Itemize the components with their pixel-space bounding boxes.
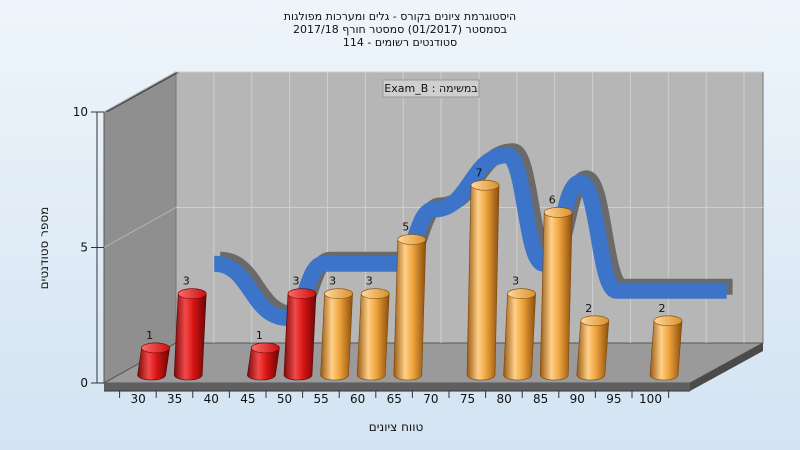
- x-tick-label: 40: [204, 392, 219, 406]
- bar-value-label: 1: [146, 329, 153, 342]
- floor-front-edge: [104, 383, 690, 391]
- curve-ribbon: [213, 147, 727, 326]
- bar-top: [177, 288, 207, 300]
- bar-value-label: 5: [402, 221, 409, 234]
- annotation-box: Exam_B : במשימה: [382, 79, 480, 98]
- bar-value-label: 3: [512, 275, 519, 288]
- x-tick-label: 30: [130, 392, 145, 406]
- bar-100: 2: [649, 302, 683, 381]
- gridline-y-side: [103, 207, 177, 248]
- bar-value-label: 2: [585, 302, 592, 315]
- bar-body: [466, 180, 500, 381]
- floor-right-edge: [690, 343, 763, 391]
- bar-60: 3: [356, 275, 390, 381]
- bar-75: 7: [466, 166, 500, 381]
- bar-55: 3: [320, 275, 353, 381]
- bar-80: 3: [503, 275, 536, 381]
- x-tick-label: 60: [350, 392, 365, 406]
- bar-value-label: 3: [329, 275, 336, 288]
- bar-35: 3: [173, 275, 207, 381]
- bar-top: [287, 288, 317, 300]
- chart-title-line-1: היסטוגרמת ציונים בקורס - גלים ומערכות מפ…: [283, 10, 517, 23]
- bar-value-label: 1: [256, 329, 263, 342]
- x-axis-title: טווח ציונים: [369, 420, 424, 434]
- bar-50: 3: [283, 275, 317, 381]
- bar-top: [653, 315, 683, 327]
- bars: 1 3 1 3 3 3 5 7 3 6 2 2: [137, 166, 683, 381]
- distribution-curve: [213, 143, 733, 326]
- x-tick-label: 70: [423, 392, 438, 406]
- bar-value-label: 2: [659, 302, 666, 315]
- bar-value-label: 6: [549, 193, 556, 206]
- chart-titles: היסטוגרמת ציונים בקורס - גלים ומערכות מפ…: [0, 10, 800, 49]
- bar-top: [543, 207, 573, 218]
- bar-body: [320, 288, 353, 381]
- x-tick-label: 90: [570, 392, 585, 406]
- x-tick-label: 45: [240, 392, 255, 406]
- x-tick-label: 80: [496, 392, 511, 406]
- bar-85: 6: [539, 193, 573, 381]
- bar-45: 1: [247, 329, 280, 381]
- y-tick-label: 0: [80, 376, 88, 390]
- bar-top: [580, 315, 610, 327]
- bar-top: [251, 342, 280, 354]
- bar-top: [507, 288, 536, 300]
- x-tick-label: 95: [606, 392, 621, 406]
- bar-top: [360, 288, 390, 300]
- bar-65: 5: [393, 221, 427, 381]
- bar-30: 1: [137, 329, 170, 381]
- x-tick-label: 100: [639, 392, 662, 406]
- y-tick-label: 5: [80, 241, 88, 255]
- y-tick-label: 10: [73, 105, 88, 119]
- bar-body: [539, 207, 573, 381]
- bar-body: [283, 288, 317, 381]
- bar-body: [173, 288, 207, 381]
- gridline-y-side: [103, 71, 177, 113]
- x-tick-label: 35: [167, 392, 182, 406]
- annotation-text: Exam_B : במשימה: [384, 82, 477, 95]
- bar-90: 2: [576, 302, 610, 381]
- bar-body: [393, 234, 427, 381]
- bar-top: [141, 342, 170, 354]
- bar-top: [324, 288, 353, 300]
- bar-value-label: 7: [476, 166, 483, 179]
- bar-value-label: 3: [183, 275, 190, 288]
- bar-top: [470, 180, 500, 191]
- y-axis-title: מספר סטודנטים: [37, 207, 51, 290]
- x-tick-label: 65: [387, 392, 402, 406]
- bar-body: [356, 288, 390, 381]
- chart-title-line-3: סטודנטים רשומים - 114: [342, 36, 458, 49]
- x-tick-label: 75: [460, 392, 475, 406]
- bar-top: [397, 234, 427, 245]
- x-tick-label: 55: [313, 392, 328, 406]
- bar-value-label: 3: [293, 275, 300, 288]
- x-tick-label: 50: [277, 392, 292, 406]
- bar-body: [503, 288, 536, 381]
- bar-value-label: 3: [366, 275, 373, 288]
- chart-title-line-2: בסמסטר (01/2017) סמסטר חורף 2017/18: [293, 23, 507, 36]
- x-tick-label: 85: [533, 392, 548, 406]
